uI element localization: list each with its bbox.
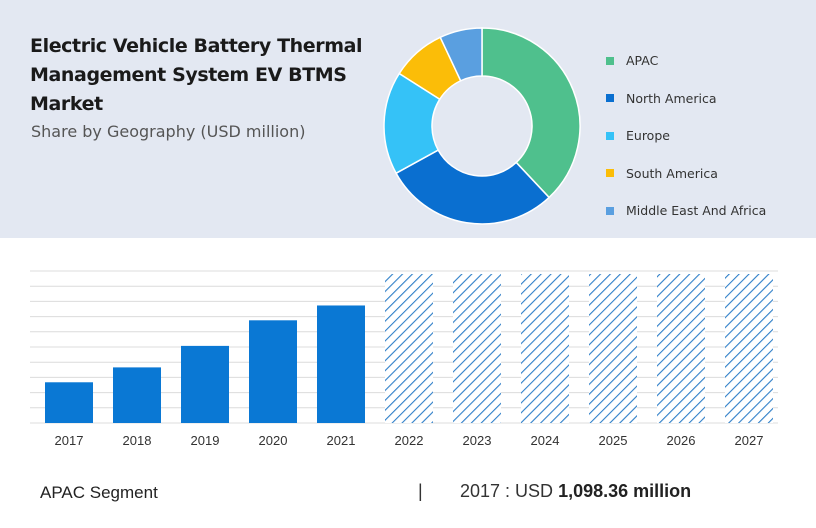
- donut-legend: APAC North America Europe South America …: [606, 42, 766, 230]
- x-tick-label-2020: 2020: [259, 433, 288, 448]
- forecast-bar-2027: [725, 274, 773, 423]
- legend-swatch-europe: [606, 131, 614, 140]
- x-tick-label-2023: 2023: [463, 433, 492, 448]
- x-tick-label-2027: 2027: [735, 433, 764, 448]
- legend-item-north-america: North America: [606, 80, 766, 118]
- footer-separator: |: [418, 481, 423, 501]
- segment-value: 2017 : USD 1,098.36 million: [460, 481, 691, 502]
- x-tick-label-2019: 2019: [191, 433, 220, 448]
- bar-2020: [249, 320, 297, 423]
- x-tick-label-2024: 2024: [531, 433, 560, 448]
- x-tick-label-2025: 2025: [599, 433, 628, 448]
- legend-swatch-south-america: [606, 169, 614, 178]
- market-size-bar-chart: 2017 2018 2019 2020 2021 2022 2023 2024 2025 2026…: [30, 270, 778, 448]
- forecast-bar-2026: [657, 274, 705, 423]
- legend-item-south-america: South America: [606, 155, 766, 193]
- legend-swatch-middle-east-africa: [606, 206, 614, 215]
- header-panel: Electric Vehicle Battery Thermal Managem…: [0, 0, 816, 238]
- x-tick-label-2022: 2022: [395, 433, 424, 448]
- legend-item-europe: Europe: [606, 117, 766, 155]
- x-tick-label-2021: 2021: [327, 433, 356, 448]
- forecast-bar-2025: [589, 274, 637, 423]
- donut-slice-middle-east-and-africa: [439, 27, 483, 82]
- legend-swatch-north-america: [606, 94, 614, 103]
- forecast-bar-2024: [521, 274, 569, 423]
- legend-swatch-apac: [606, 56, 614, 65]
- chart-title: Electric Vehicle Battery Thermal Managem…: [30, 35, 363, 115]
- forecast-bar-2023: [453, 274, 501, 423]
- bar-2021: [317, 305, 365, 423]
- chart-subtitle: Share by Geography (USD million): [31, 122, 306, 141]
- legend-label-south-america: South America: [626, 165, 718, 181]
- x-tick-label-2026: 2026: [667, 433, 696, 448]
- segment-label: APAC Segment: [40, 483, 158, 502]
- geography-donut-chart: [383, 27, 581, 225]
- x-tick-label-2017: 2017: [55, 433, 84, 448]
- segment-year-label: 2017 : USD: [460, 481, 554, 501]
- legend-label-north-america: North America: [626, 90, 717, 106]
- donut-slice-apac: [481, 27, 581, 199]
- legend-item-middle-east-africa: Middle East And Africa: [606, 192, 766, 230]
- legend-item-apac: APAC: [606, 42, 766, 80]
- bar-2019: [181, 345, 229, 423]
- legend-label-apac: APAC: [626, 53, 659, 69]
- legend-label-middle-east-africa: Middle East And Africa: [626, 203, 767, 219]
- bar-2017: [45, 382, 93, 423]
- x-tick-label-2018: 2018: [123, 433, 152, 448]
- donut-slice-north-america: [395, 149, 551, 225]
- bar-2018: [113, 367, 161, 423]
- forecast-bar-2022: [385, 274, 433, 423]
- segment-value-amount: 1,098.36 million: [558, 481, 692, 501]
- legend-label-europe: Europe: [626, 128, 670, 144]
